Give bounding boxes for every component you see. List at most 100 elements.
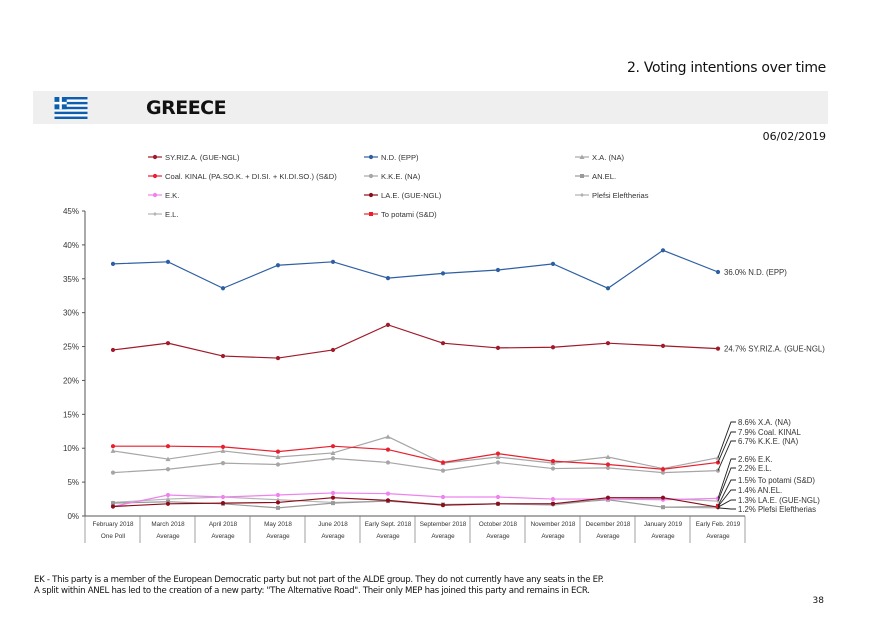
data-point [330, 347, 336, 353]
report-date: 06/02/2019 [762, 130, 826, 143]
data-point [605, 286, 611, 291]
data-point [275, 492, 281, 498]
data-point [385, 276, 391, 281]
data-point [550, 345, 556, 350]
data-point [220, 448, 226, 453]
data-point [165, 444, 171, 449]
x-tick-label: March 2018 [151, 521, 185, 528]
data-point [605, 495, 611, 500]
legend-marker [152, 192, 158, 198]
x-tick-label: February 2018 [93, 521, 134, 528]
data-point [275, 355, 281, 361]
x-tick-sublabel: Average [706, 533, 730, 540]
legend-label: LA.E. (GUE-NGL) [381, 191, 442, 200]
data-point [550, 501, 556, 506]
data-point [550, 261, 556, 266]
data-point [275, 263, 281, 268]
end-label: 2.2% E.L. [738, 464, 772, 473]
data-point [331, 501, 335, 506]
data-point [550, 466, 556, 471]
x-tick-label: June 2018 [318, 521, 348, 528]
legend-marker [152, 154, 158, 160]
data-point [495, 454, 501, 460]
legend-marker [368, 192, 374, 198]
data-point [220, 444, 226, 449]
legend-marker [369, 212, 373, 216]
series-line [112, 492, 719, 508]
data-point [165, 501, 171, 506]
x-tick-sublabel: Average [431, 533, 455, 540]
data-point [110, 261, 116, 266]
data-point [220, 461, 226, 466]
legend-label: SY.RIZ.A. (GUE-NGL) [165, 153, 240, 162]
page-number: 38 [812, 596, 824, 606]
series-line [112, 324, 719, 359]
data-point [275, 500, 281, 505]
y-tick-label: 15% [63, 410, 79, 419]
data-point [165, 467, 171, 472]
footnote: A split within ANEL has led to the creat… [34, 586, 590, 596]
end-label-leader [717, 507, 736, 510]
data-point [165, 341, 171, 346]
y-tick-label: 25% [63, 343, 79, 352]
data-point [165, 259, 171, 264]
x-tick-sublabel: Average [596, 533, 620, 540]
data-point [275, 454, 281, 460]
end-label: 1.4% AN.EL. [738, 486, 782, 495]
x-tick-label: May 2018 [264, 521, 292, 528]
data-point [495, 460, 501, 465]
data-point [550, 459, 556, 464]
legend-label: Plefsi Eleftherias [592, 191, 649, 200]
data-point [276, 505, 280, 510]
data-point [605, 465, 611, 470]
x-tick-label: September 2018 [420, 521, 467, 528]
data-point [110, 444, 116, 449]
data-point [495, 345, 501, 351]
data-point [605, 454, 611, 460]
x-tick-label: January 2019 [644, 521, 683, 528]
data-point [330, 495, 336, 500]
data-point [330, 444, 336, 449]
data-point [330, 259, 336, 264]
section-title: 2. Voting intentions over time [626, 60, 826, 76]
data-point [660, 470, 666, 475]
legend-label: X.A. (NA) [592, 153, 625, 162]
data-point [715, 269, 721, 275]
legend-marker [579, 154, 585, 159]
x-tick-sublabel: Average [266, 533, 290, 540]
data-point [385, 434, 391, 439]
data-point [660, 495, 666, 500]
series-line [112, 249, 719, 289]
data-point [110, 347, 116, 353]
y-tick-label: 40% [63, 241, 79, 250]
series-line [112, 457, 719, 474]
end-label-leader [717, 431, 736, 463]
country-banner: GREECE [33, 91, 828, 124]
x-tick-sublabel: Average [541, 533, 565, 540]
end-label: 8.6% X.A. (NA) [738, 418, 791, 427]
x-tick-sublabel: Average [376, 533, 400, 540]
legend-marker [580, 193, 584, 197]
data-point [111, 501, 115, 506]
legend-marker [152, 173, 158, 179]
series-line [113, 445, 719, 470]
data-point [660, 248, 666, 253]
end-label-leader [717, 479, 736, 507]
data-point [385, 322, 391, 327]
end-label: 7.9% Coal. KINAL [738, 428, 802, 437]
legend-label: Coal. KINAL (PA.SO.K. + DI.SI. + KI.DI.S… [165, 172, 337, 181]
legend-label: To potami (S&D) [381, 210, 437, 219]
data-point [550, 496, 556, 502]
data-point [220, 353, 226, 359]
legend-marker [368, 154, 374, 160]
x-tick-sublabel: One Poll [101, 533, 125, 540]
data-point [440, 460, 446, 465]
end-label-leader [717, 440, 736, 471]
x-tick-sublabel: Average [651, 533, 675, 540]
data-point [330, 450, 336, 455]
legend-label: E.L. [165, 210, 179, 219]
data-point [165, 456, 171, 462]
end-label: 36.0% N.D. (EPP) [724, 268, 787, 277]
x-tick-sublabel: Average [156, 533, 180, 540]
